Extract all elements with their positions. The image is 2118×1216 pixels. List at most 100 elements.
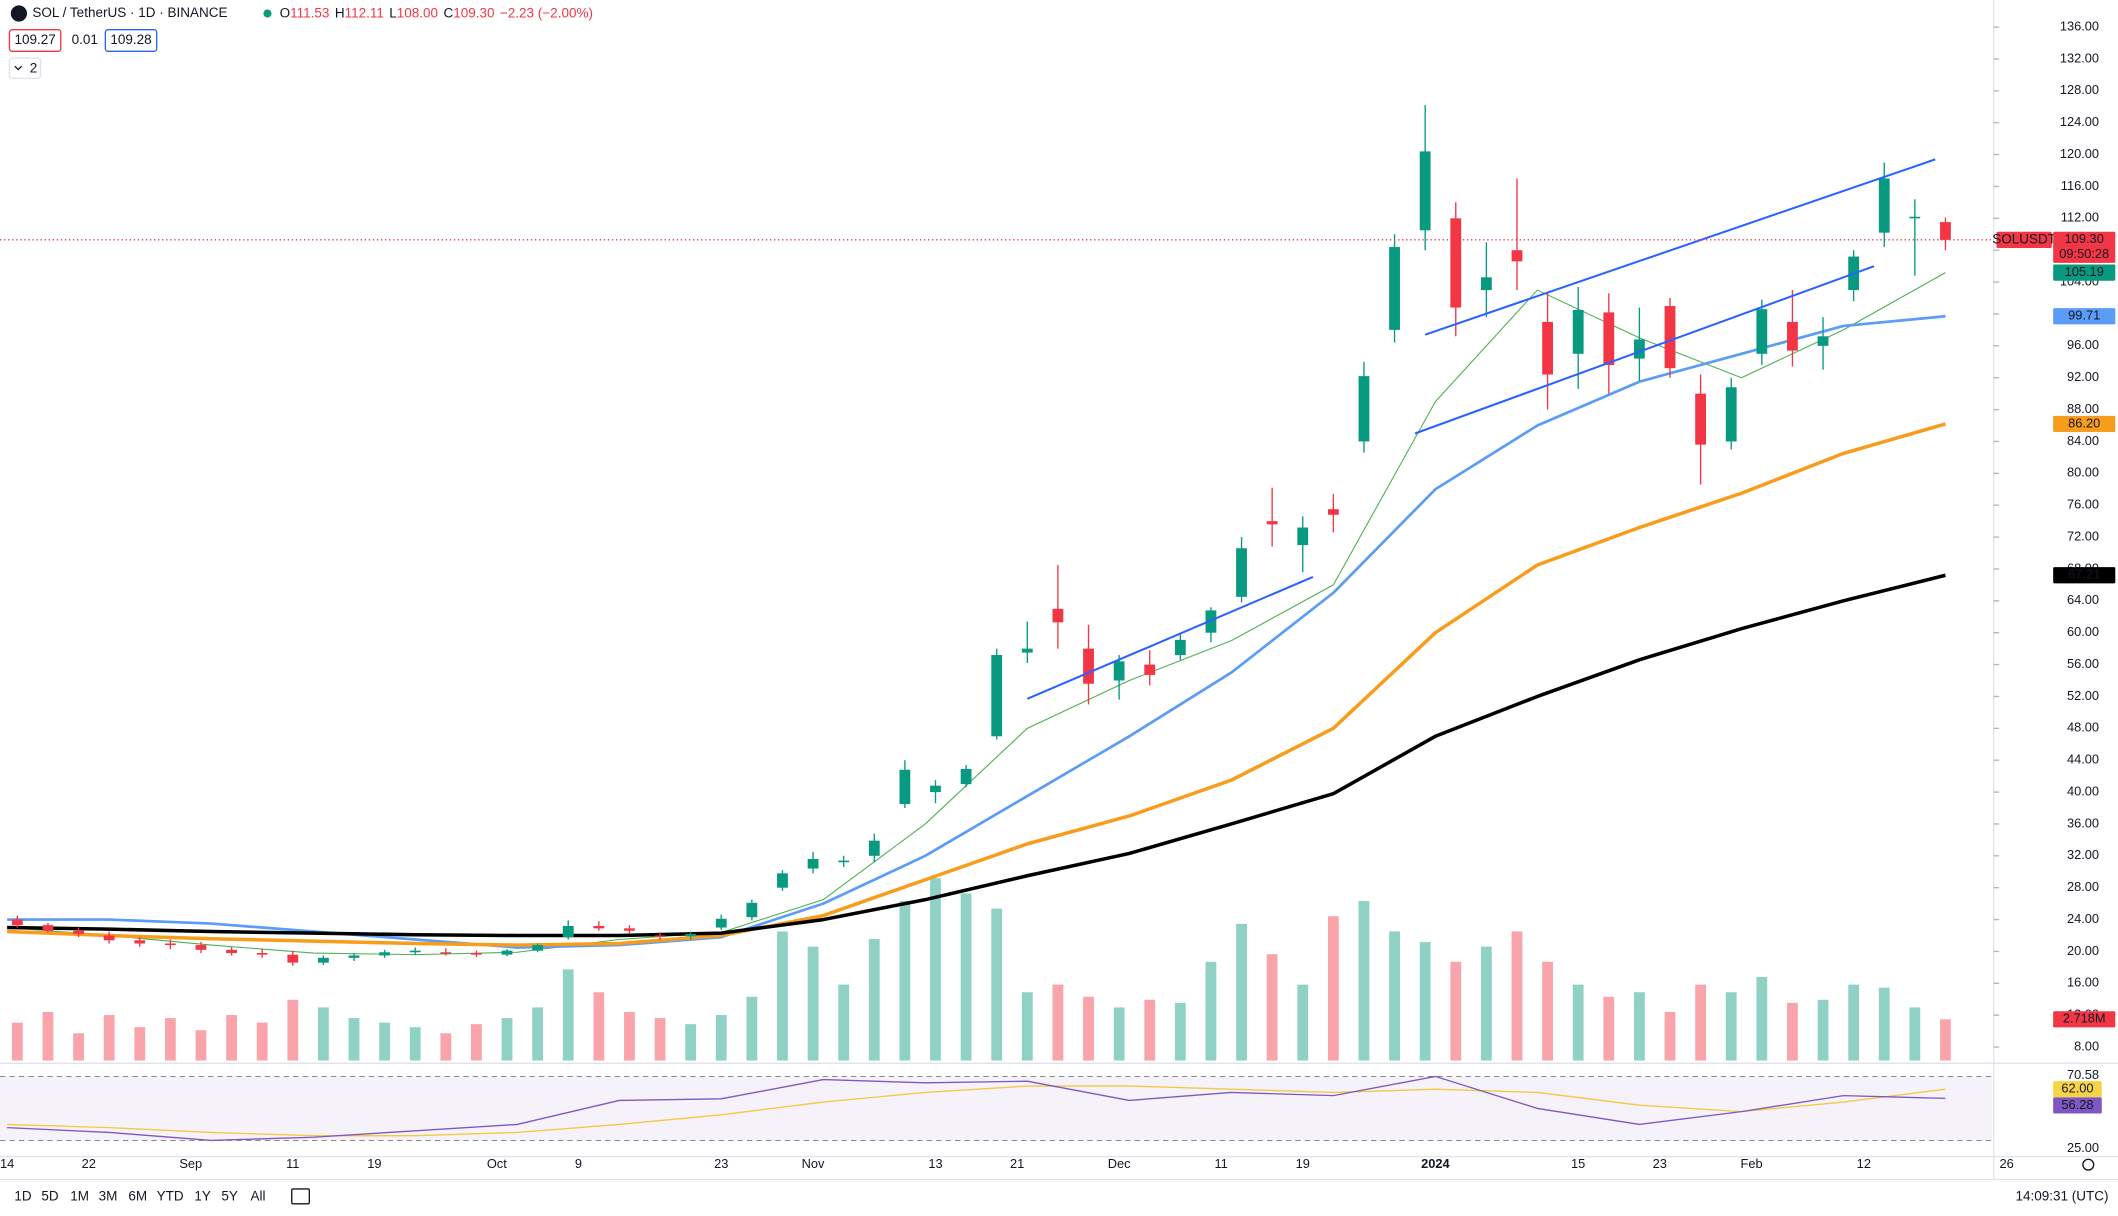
- range-button[interactable]: 5Y: [221, 1189, 238, 1204]
- ohlc-value: 109.30: [453, 5, 494, 20]
- symbol-tag-bg: [1996, 231, 2052, 248]
- x-tick-label: 21: [1010, 1156, 1024, 1171]
- date-range-icon[interactable]: [291, 1188, 311, 1205]
- y-tick-label: 76.00: [2067, 497, 2099, 512]
- trendline: [1026, 575, 1314, 700]
- candle-body: [1389, 247, 1400, 330]
- x-tick-label: 14: [0, 1156, 14, 1171]
- spread: 0.01: [72, 32, 98, 47]
- ask-box[interactable]: [104, 29, 158, 53]
- volume-bar: [991, 908, 1003, 1061]
- bid-box[interactable]: [8, 29, 62, 53]
- range-button[interactable]: 1Y: [194, 1189, 211, 1204]
- range-button[interactable]: 3M: [99, 1189, 118, 1204]
- candle-body: [1419, 151, 1431, 231]
- candle-body: [440, 952, 452, 954]
- range-button[interactable]: 6M: [128, 1189, 147, 1204]
- y-tick-label: 116.00: [2061, 178, 2099, 193]
- volume-bar: [1542, 961, 1553, 1061]
- x-tick-label: 2024: [1421, 1156, 1450, 1171]
- range-button[interactable]: YTD: [157, 1189, 184, 1204]
- candle-body: [1450, 218, 1462, 308]
- candle-body: [807, 859, 819, 869]
- last-price-tag: 109.30: [2065, 231, 2104, 246]
- y-tick-label: 44.00: [2067, 752, 2099, 767]
- price-tag-bg: [2053, 308, 2116, 325]
- x-tick-label: 15: [1571, 1156, 1585, 1171]
- volume-bar: [715, 1015, 727, 1061]
- candle-body: [287, 954, 299, 963]
- candle-body: [991, 655, 1003, 737]
- volume-bar: [532, 1007, 544, 1061]
- y-tick-label: 60.00: [2067, 624, 2099, 639]
- candle-body: [11, 919, 23, 926]
- x-tick-label: 26: [2000, 1156, 2014, 1171]
- volume-bar: [103, 1015, 115, 1061]
- x-tick-label: 23: [714, 1156, 728, 1171]
- volume-bar: [1052, 984, 1064, 1061]
- indicators-toggle[interactable]: [8, 57, 42, 80]
- range-button[interactable]: 5D: [41, 1189, 59, 1204]
- symbol-icon[interactable]: [10, 5, 28, 22]
- settings-icon[interactable]: [2082, 1158, 2095, 1171]
- overlay: 8.0012.0016.0020.0024.0028.0032.0036.004…: [0, 18, 2116, 1171]
- volume-bar: [1940, 1019, 1951, 1061]
- clock[interactable]: 14:09:31 (UTC): [2016, 1189, 2109, 1204]
- volume-bar: [746, 996, 758, 1061]
- symbol-tag: SOLUSDT: [1992, 231, 2056, 246]
- candle-body: [1236, 548, 1247, 597]
- range-button[interactable]: 1M: [70, 1189, 89, 1204]
- rsi-line: [7, 1075, 1946, 1142]
- rsi-tag-bg: [2053, 1081, 2102, 1098]
- price-tag: 105.19: [2065, 264, 2104, 279]
- candle-body: [1664, 305, 1676, 369]
- volume-bar: [1113, 1007, 1125, 1061]
- price-tag-bg: [2053, 415, 2116, 433]
- volume-bar: [73, 1033, 84, 1061]
- ohlc-value: 112.11: [345, 5, 384, 20]
- candle-body: [1725, 387, 1737, 442]
- y-tick-label: 124.00: [2060, 114, 2099, 129]
- candle-body: [624, 928, 635, 931]
- volume-bar: [593, 992, 605, 1061]
- candle-body: [593, 925, 605, 929]
- volume-bar: [960, 893, 972, 1061]
- volume-bar: [685, 1024, 697, 1061]
- x-tick-label: 22: [82, 1156, 96, 1171]
- bid[interactable]: 109.27: [14, 32, 55, 47]
- candle-body: [1358, 376, 1370, 442]
- y-tick-label: 64.00: [2067, 592, 2099, 607]
- volume-bar: [501, 1018, 513, 1061]
- volume-bar: [1664, 1011, 1676, 1061]
- price-tag: 86.20: [2068, 415, 2100, 430]
- rsi-tag: 56.28: [2061, 1097, 2093, 1112]
- candle-body: [1878, 178, 1890, 233]
- volume-bar: [379, 1022, 391, 1061]
- rsi-band: [0, 1076, 1993, 1141]
- candle-body: [1817, 336, 1829, 346]
- y-tick-label: 132.00: [2060, 50, 2099, 65]
- candle-body: [899, 769, 911, 805]
- price-tag: 67.21: [2068, 567, 2100, 582]
- volume-bar: [838, 984, 850, 1061]
- x-tick-label: 13: [928, 1156, 942, 1171]
- y-tick-label: 20.00: [2067, 943, 2099, 958]
- ohlc-key: O: [280, 5, 291, 20]
- volume-bar: [1266, 954, 1278, 1061]
- range-button[interactable]: All: [250, 1189, 265, 1204]
- candle-body: [1480, 277, 1492, 291]
- volume-bar: [868, 939, 880, 1061]
- range-button[interactable]: 1D: [14, 1189, 32, 1204]
- x-tick-label: Oct: [487, 1156, 507, 1171]
- symbol[interactable]: SOL / TetherUS · 1D · BINANCE: [32, 5, 227, 20]
- volume-bar: [1633, 992, 1645, 1061]
- volume-bar: [1878, 987, 1890, 1061]
- ask[interactable]: 109.28: [110, 32, 151, 47]
- y-tick-label: 112.00: [2061, 210, 2099, 225]
- x-tick-label: Feb: [1741, 1156, 1763, 1171]
- volume-bar: [1572, 984, 1584, 1061]
- trendline: [1414, 265, 1875, 435]
- volume-bar: [317, 1007, 329, 1061]
- volume-bar: [1848, 984, 1860, 1061]
- indicator-count[interactable]: 2: [30, 60, 38, 75]
